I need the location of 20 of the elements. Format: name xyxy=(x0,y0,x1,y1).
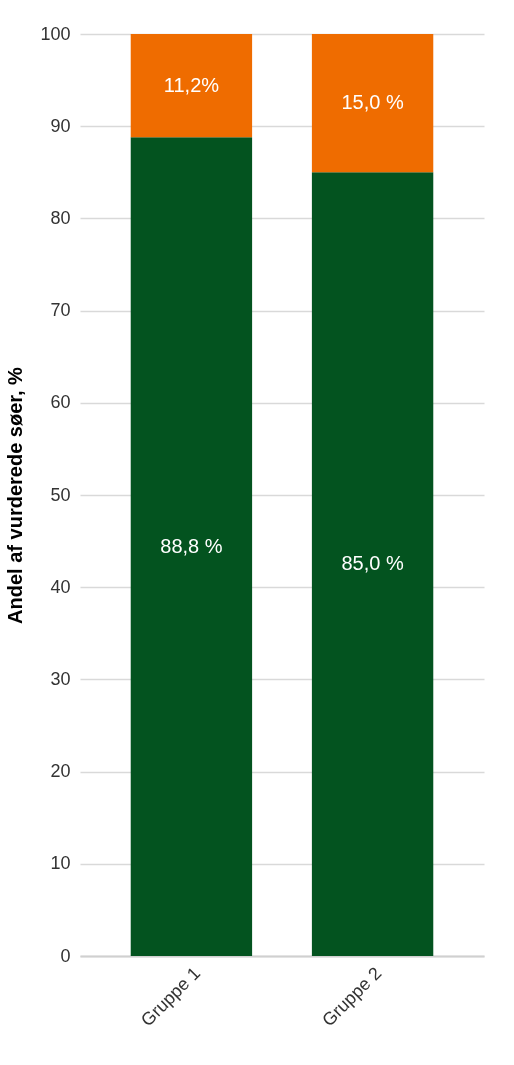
data-label: 15,0 % xyxy=(341,91,404,114)
y-tick-label: 30 xyxy=(50,668,71,689)
y-tick-label: 50 xyxy=(50,484,71,505)
data-label: 88,8 % xyxy=(160,534,223,557)
y-tick-label: 40 xyxy=(50,576,71,597)
y-tick-label: 10 xyxy=(50,853,71,874)
bar xyxy=(130,34,253,138)
y-tick-label: 100 xyxy=(40,23,71,44)
y-tick-label: 90 xyxy=(50,115,71,136)
bar xyxy=(311,34,434,173)
y-tick-label: 60 xyxy=(50,392,71,413)
data-label: 11,2% xyxy=(163,73,220,96)
y-tick-label: 80 xyxy=(50,207,71,228)
bar xyxy=(311,172,434,956)
y-tick-label: 70 xyxy=(50,300,71,321)
y-tick-label: 20 xyxy=(50,761,71,782)
data-label: 85,0 % xyxy=(341,552,404,575)
y-tick-label: 0 xyxy=(60,945,71,966)
bar xyxy=(130,137,253,956)
y-axis-title: Andel af vurderede søer, % xyxy=(4,366,27,624)
